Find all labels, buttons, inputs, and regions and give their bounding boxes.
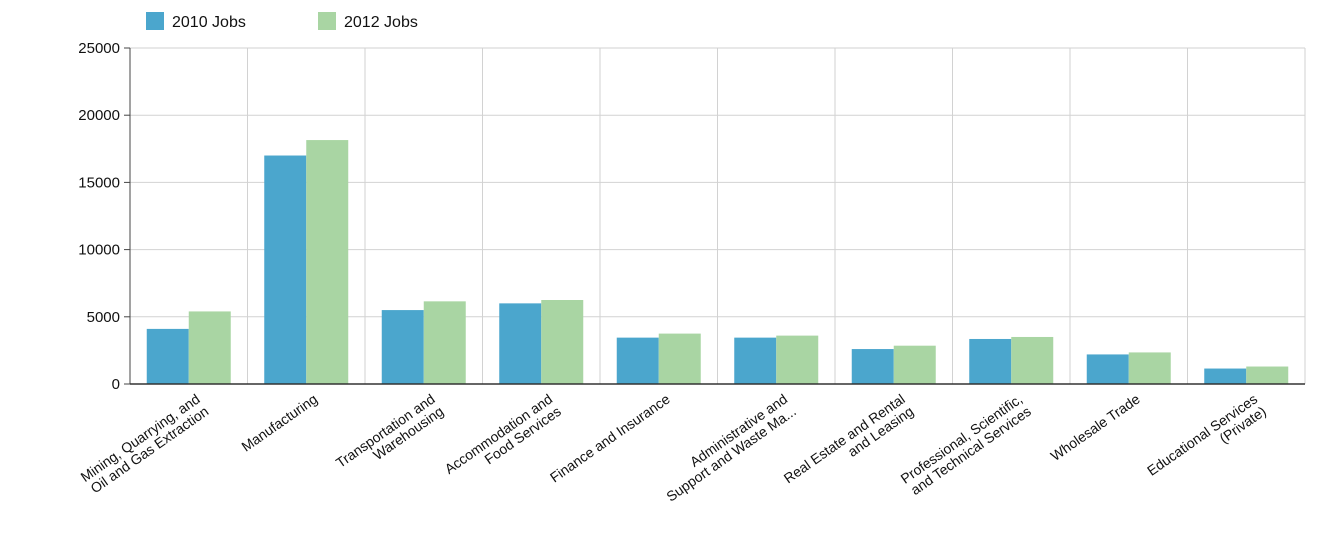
x-category-label: Accommodation andFood Services — [442, 391, 564, 490]
bar-2010-jobs — [381, 310, 424, 384]
x-category-label: Educational Services(Private) — [1144, 391, 1269, 491]
legend-label-2010-jobs: 2010 Jobs — [172, 14, 246, 31]
bar-2012-jobs — [306, 140, 349, 384]
bar-2010-jobs — [499, 303, 542, 384]
y-tick-label: 0 — [112, 376, 120, 393]
x-category-label-line: Educational Services — [1144, 391, 1260, 479]
bar-2010-jobs — [1086, 354, 1129, 384]
x-category-label: Finance and Insurance — [547, 391, 673, 486]
bar-2010-jobs — [616, 337, 659, 384]
bar-2012-jobs — [776, 335, 819, 384]
x-category-label-line: and Technical Services — [908, 403, 1034, 498]
x-category-label-line: Support and Waste Ma... — [663, 403, 799, 505]
bar-2010-jobs — [1204, 368, 1247, 384]
bar-2010-jobs — [851, 349, 894, 384]
y-tick-label: 10000 — [78, 242, 120, 259]
axes — [129, 48, 1305, 385]
bar-2012-jobs — [1011, 336, 1054, 384]
bar-2010-jobs — [146, 328, 189, 384]
x-category-label-line: Oil and Gas Extraction — [87, 403, 211, 496]
bar-2012-jobs — [188, 311, 231, 384]
y-tick-label: 25000 — [78, 40, 120, 57]
x-category-label-line: Mining, Quarrying, and — [78, 391, 203, 485]
x-category-label: Administrative andSupport and Waste Ma..… — [655, 391, 799, 505]
bar-2012-jobs — [423, 301, 466, 384]
legend-item-2012-jobs: 2012 Jobs — [318, 12, 418, 31]
legend-swatch-2012-jobs — [318, 12, 336, 30]
x-category-label-line: Real Estate and Rental — [781, 391, 908, 487]
x-category-label: Wholesale Trade — [1048, 391, 1143, 464]
x-category-label: Manufacturing — [238, 391, 320, 455]
bar-2012-jobs — [1128, 352, 1171, 384]
y-tick-label: 5000 — [87, 309, 120, 326]
bar-2012-jobs — [541, 300, 584, 384]
legend: 2010 Jobs 2012 Jobs — [146, 12, 418, 31]
legend-swatch-2010-jobs — [146, 12, 164, 30]
legend-item-2010-jobs: 2010 Jobs — [146, 12, 246, 31]
bars — [146, 140, 1289, 384]
x-category-label: Professional, Scientific,and Technical S… — [898, 391, 1034, 499]
bar-2010-jobs — [264, 155, 307, 384]
x-axis-labels: Mining, Quarrying, andOil and Gas Extrac… — [78, 391, 1269, 505]
x-category-label-line: Finance and Insurance — [547, 391, 673, 486]
x-category-label-line: Wholesale Trade — [1048, 391, 1143, 464]
bar-2010-jobs — [734, 337, 777, 384]
x-category-label: Real Estate and Rentaland Leasing — [781, 391, 917, 499]
y-tick-label: 20000 — [78, 107, 120, 124]
x-category-label-line: Manufacturing — [238, 391, 320, 455]
y-tick-label: 15000 — [78, 174, 120, 191]
legend-label-2012-jobs: 2012 Jobs — [344, 14, 418, 31]
bar-2010-jobs — [969, 338, 1012, 384]
x-category-label-line: Professional, Scientific, — [898, 391, 1026, 487]
x-category-label: Mining, Quarrying, andOil and Gas Extrac… — [78, 391, 212, 498]
bar-2012-jobs — [893, 345, 936, 384]
y-axis-ticks: 0 5000 10000 15000 20000 25000 — [78, 40, 130, 393]
bar-2012-jobs — [658, 333, 701, 384]
bar-2012-jobs — [1246, 366, 1289, 384]
x-category-label: Transportation andWarehousing — [333, 391, 447, 484]
